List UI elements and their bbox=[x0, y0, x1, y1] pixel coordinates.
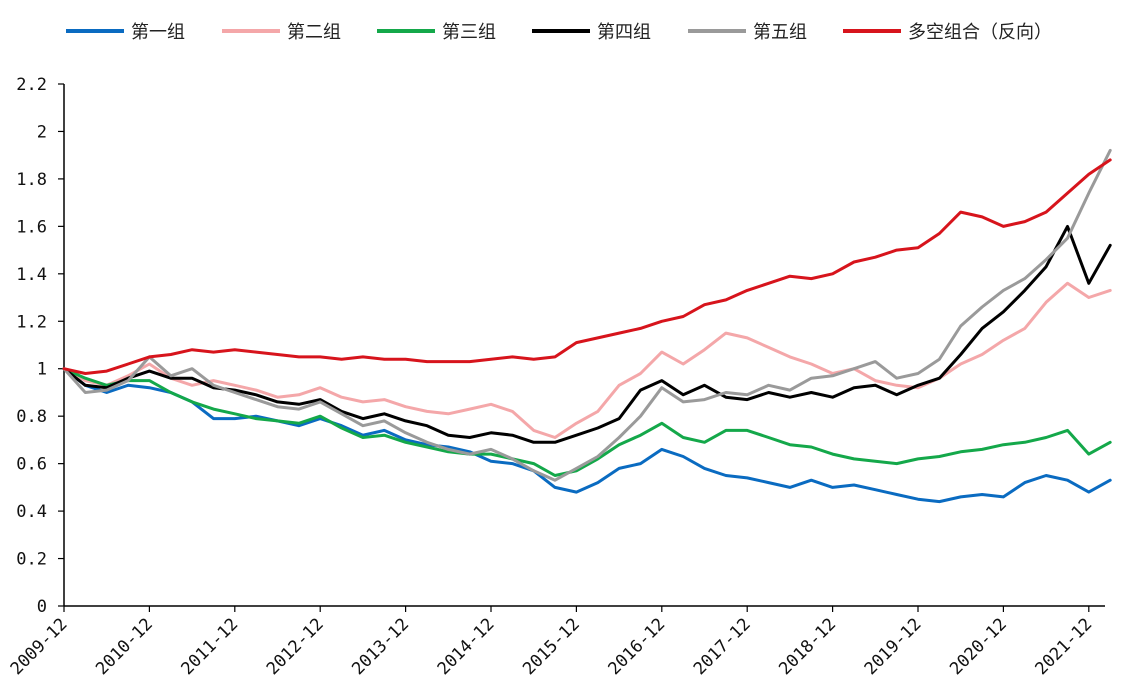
y-axis: 0 0.2 0.4 0.6 0.8 1 1.2 1.4 1.6 1.8 2 2.2 bbox=[16, 75, 65, 617]
series-line-6 bbox=[62, 158, 1112, 375]
x-tick-label: 2012-12 bbox=[263, 614, 328, 679]
x-tick-label: 2017-12 bbox=[690, 614, 755, 679]
x-tick-label: 2019-12 bbox=[861, 614, 926, 679]
legend-label-5: 第五组 bbox=[753, 22, 807, 43]
y-tick-label: 0 bbox=[37, 597, 47, 617]
x-axis: 2009-12 2010-12 2011-12 2012-12 2013-12 2014-… bbox=[7, 605, 1105, 679]
series-line-2 bbox=[62, 281, 1112, 439]
plot-lines bbox=[62, 148, 1112, 504]
legend-label-2: 第二组 bbox=[287, 22, 341, 43]
x-tick-label: 2021-12 bbox=[1032, 614, 1097, 679]
series-line-3 bbox=[62, 367, 1112, 477]
x-tick-label: 2015-12 bbox=[519, 614, 584, 679]
y-tick-label: 1 bbox=[37, 360, 47, 380]
x-tick-label: 2016-12 bbox=[605, 614, 670, 679]
x-tick-label: 2011-12 bbox=[178, 614, 243, 679]
legend: 第一组 第二组 第三组 第四组 第五组 多空组合（反向） bbox=[66, 22, 1052, 43]
y-tick-label: 1.8 bbox=[16, 170, 47, 190]
series-line-5 bbox=[62, 148, 1112, 482]
x-tick-label: 2014-12 bbox=[434, 614, 499, 679]
legend-label-4: 第四组 bbox=[597, 22, 651, 43]
y-tick-label: 0.2 bbox=[16, 550, 47, 570]
series-line-1 bbox=[62, 367, 1112, 504]
x-tick-label: 2009-12 bbox=[7, 614, 72, 679]
legend-label-1: 第一组 bbox=[131, 22, 185, 43]
x-tick-label: 2010-12 bbox=[92, 614, 157, 679]
y-tick-label: 0.6 bbox=[16, 455, 47, 475]
y-tick-label: 1.2 bbox=[16, 312, 47, 332]
x-tick-label: 2013-12 bbox=[348, 614, 413, 679]
legend-label-6: 多空组合（反向） bbox=[908, 22, 1052, 43]
y-tick-label: 1.4 bbox=[16, 265, 47, 285]
legend-label-3: 第三组 bbox=[442, 22, 496, 43]
y-tick-label: 1.6 bbox=[16, 217, 47, 237]
x-tick-label: 2020-12 bbox=[946, 614, 1011, 679]
y-tick-label: 2.2 bbox=[16, 75, 47, 95]
y-tick-label: 0.8 bbox=[16, 407, 47, 427]
x-tick-label: 2018-12 bbox=[775, 614, 840, 679]
y-tick-label: 2 bbox=[37, 122, 47, 142]
y-tick-label: 0.4 bbox=[16, 502, 47, 522]
series-line-4 bbox=[62, 224, 1112, 444]
